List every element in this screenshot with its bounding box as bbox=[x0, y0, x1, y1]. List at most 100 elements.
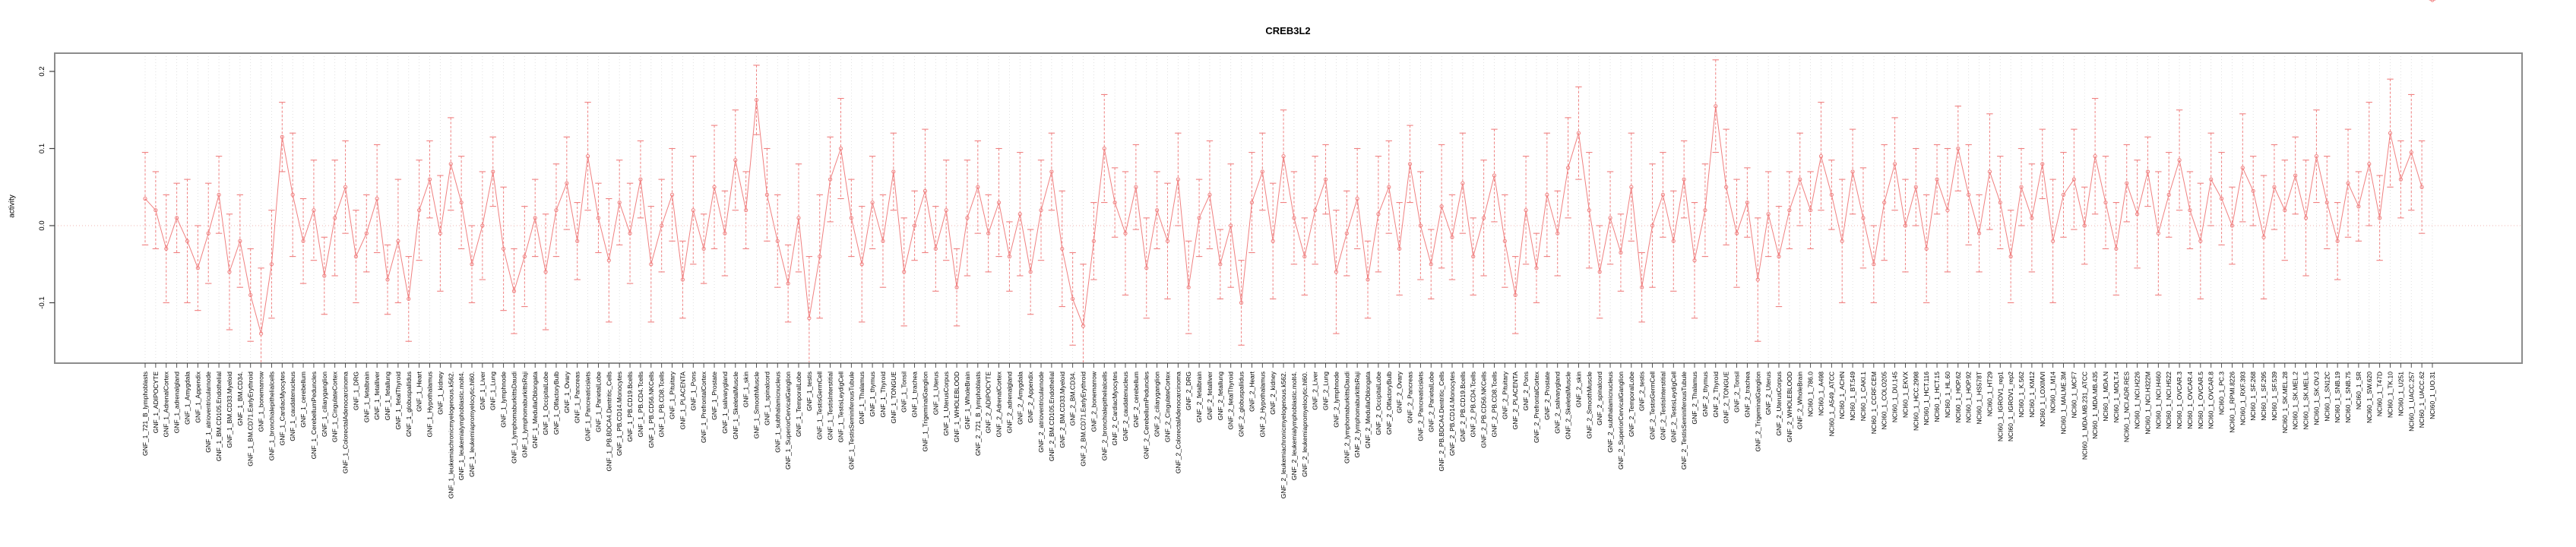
x-axis-label: GNF_1_Ovary bbox=[563, 371, 571, 413]
data-point bbox=[723, 231, 727, 236]
data-point bbox=[1777, 255, 1781, 259]
data-point bbox=[1597, 270, 1602, 274]
x-axis-label: GNF_1_Liver bbox=[479, 372, 486, 410]
data-point bbox=[1818, 154, 1824, 159]
data-point bbox=[2303, 216, 2309, 220]
x-axis-label: GNF_2_OlfactoryBulb bbox=[1385, 372, 1393, 435]
x-axis-label: GNF_2_UterusCorpus bbox=[1775, 372, 1783, 436]
x-axis-label: GNF_2_CerebellumPeduncles bbox=[1143, 372, 1150, 459]
x-axis-label: NCI60_1_HOP.62 bbox=[1954, 372, 1962, 423]
data-point bbox=[1134, 185, 1138, 189]
x-axis-label: GNF_2_TONGUE bbox=[1723, 372, 1730, 424]
chart-title: CREB3L2 bbox=[1265, 25, 1311, 36]
x-axis-label: NCI60_1_HCT.116 bbox=[1923, 372, 1930, 425]
data-point bbox=[2061, 192, 2066, 197]
data-point bbox=[1482, 216, 1486, 220]
data-point bbox=[1724, 185, 1729, 189]
x-axis-label: NCI60_1_HL.60 bbox=[1944, 372, 1951, 418]
x-axis-label: GNF_1_leukemiachronicmyelogenous.k562. bbox=[447, 372, 454, 498]
data-point bbox=[1123, 231, 1128, 236]
data-point bbox=[1492, 173, 1497, 178]
x-axis-label: GNF_1_PB.CD8.Tcells bbox=[658, 372, 666, 437]
x-axis-label: GNF_2_Lung bbox=[1322, 372, 1330, 410]
data-point bbox=[2114, 246, 2119, 251]
x-axis-label: NCI60_1_SF.539 bbox=[2271, 372, 2278, 421]
data-point bbox=[1967, 192, 1971, 197]
x-axis-label: GNF_1_spinalcord bbox=[763, 372, 771, 425]
x-axis-label: GNF_1_721_B_lymphoblasts bbox=[141, 372, 149, 456]
x-axis-label: NCI60_1_HOP.92 bbox=[1965, 372, 1973, 423]
x-axis-label: GNF_1_TestisLeydigCell bbox=[837, 372, 844, 443]
x-axis-ticks bbox=[144, 363, 2433, 368]
x-axis-label: NCI60_1_BT.549 bbox=[1849, 372, 1856, 421]
data-point bbox=[2219, 196, 2224, 201]
x-axis-label: NCI60_1_IGROV1_rep2 bbox=[2007, 372, 2014, 441]
data-point bbox=[976, 185, 980, 189]
data-point bbox=[617, 200, 622, 205]
data-point bbox=[638, 177, 643, 182]
x-axis-label: GNF_2_Pancreas bbox=[1407, 372, 1414, 423]
data-point bbox=[2272, 185, 2277, 189]
x-axis-label: NCI60_1_OVCAR.5 bbox=[2197, 372, 2204, 429]
x-axis-label: GNF_2_PB.CD4.Tcells bbox=[1470, 372, 1477, 437]
data-point bbox=[1292, 216, 1296, 220]
data-point bbox=[2409, 150, 2413, 155]
data-point bbox=[417, 208, 422, 213]
data-point bbox=[185, 239, 190, 243]
x-axis-label: GNF_2_ADIPOCYTE bbox=[985, 372, 992, 434]
x-axis-label: NCI60_1_NCI.ADR.RES bbox=[2123, 372, 2131, 442]
x-axis-label: GNF_1_Prostate bbox=[710, 372, 718, 420]
x-axis-label: GNF_1_fetalThyroid bbox=[394, 372, 402, 430]
data-point bbox=[859, 262, 864, 267]
data-point bbox=[1397, 246, 1402, 251]
x-axis-label: GNF_2_CardiacMyocytes bbox=[1111, 372, 1119, 445]
data-point bbox=[1471, 255, 1476, 259]
data-point bbox=[1935, 177, 1939, 182]
data-point bbox=[459, 200, 464, 205]
data-point bbox=[1903, 223, 1908, 228]
x-axis-label: GNF_1_thymus bbox=[869, 372, 876, 417]
x-axis-label: GNF_2_CingulateCortex bbox=[1163, 371, 1171, 442]
data-point bbox=[1207, 192, 1212, 197]
x-axis-label: GNF_1_adrenalgland bbox=[173, 372, 181, 434]
data-point bbox=[1861, 216, 1866, 220]
x-axis-label: GNF_2_lymphnode bbox=[1332, 372, 1340, 428]
data-point bbox=[1281, 154, 1286, 159]
data-point bbox=[2398, 177, 2403, 182]
data-point bbox=[301, 239, 305, 243]
data-point bbox=[1524, 208, 1528, 213]
x-axis-label: GNF_2_Liver bbox=[1312, 372, 1319, 410]
x-axis-label: GNF_2_PB.BDCA4.Dentritic_Cells bbox=[1438, 372, 1445, 471]
data-point bbox=[1650, 223, 1655, 228]
data-point bbox=[511, 289, 517, 293]
data-point bbox=[258, 331, 264, 336]
data-point bbox=[1682, 177, 1686, 182]
data-point bbox=[891, 169, 896, 174]
data-point bbox=[1323, 177, 1328, 182]
x-axis-label: GNF_2_BM.CD71.EarlyErythroid bbox=[1080, 372, 1087, 466]
x-axis-labels: GNF_1_721_B_lymphoblasts GNF_1_ADIPOCYTE G… bbox=[141, 371, 2436, 498]
data-point bbox=[195, 266, 200, 270]
data-point bbox=[628, 231, 632, 236]
x-axis-label: GNF_1_Pituitary bbox=[669, 371, 676, 419]
data-point bbox=[1924, 246, 1929, 251]
x-axis-label: NCI60_1_NCI.H322M bbox=[2144, 372, 2151, 435]
data-point bbox=[1144, 266, 1149, 270]
x-axis-label: GNF_2_TestisSeminiferousTubule bbox=[1680, 372, 1688, 470]
x-axis-label: GNF_1_BM.CD105.Endothelial bbox=[215, 372, 223, 461]
data-point bbox=[2229, 223, 2235, 228]
data-point bbox=[2145, 169, 2150, 174]
x-axis-label: GNF_1_ParietalLobe bbox=[594, 372, 602, 432]
data-point bbox=[1017, 212, 1022, 217]
x-axis-label: GNF_2_Pons bbox=[1522, 372, 1530, 411]
data-point bbox=[986, 231, 991, 236]
x-axis-label: GNF_2_Thalamus bbox=[1691, 372, 1698, 424]
x-axis-label: NCI60_1_OVCAR.3 bbox=[2176, 372, 2183, 429]
data-point bbox=[1091, 239, 1096, 243]
x-axis-label: GNF_2_TestisInterstitial bbox=[1659, 372, 1666, 440]
data-point bbox=[2071, 177, 2076, 182]
x-axis-label: GNF_2_Ovary bbox=[1396, 371, 1404, 413]
x-axis-label: GNF_1_Lung bbox=[489, 372, 497, 410]
x-axis-label: GNF_2_fetalbrain bbox=[1195, 372, 1203, 422]
data-point bbox=[933, 246, 938, 251]
